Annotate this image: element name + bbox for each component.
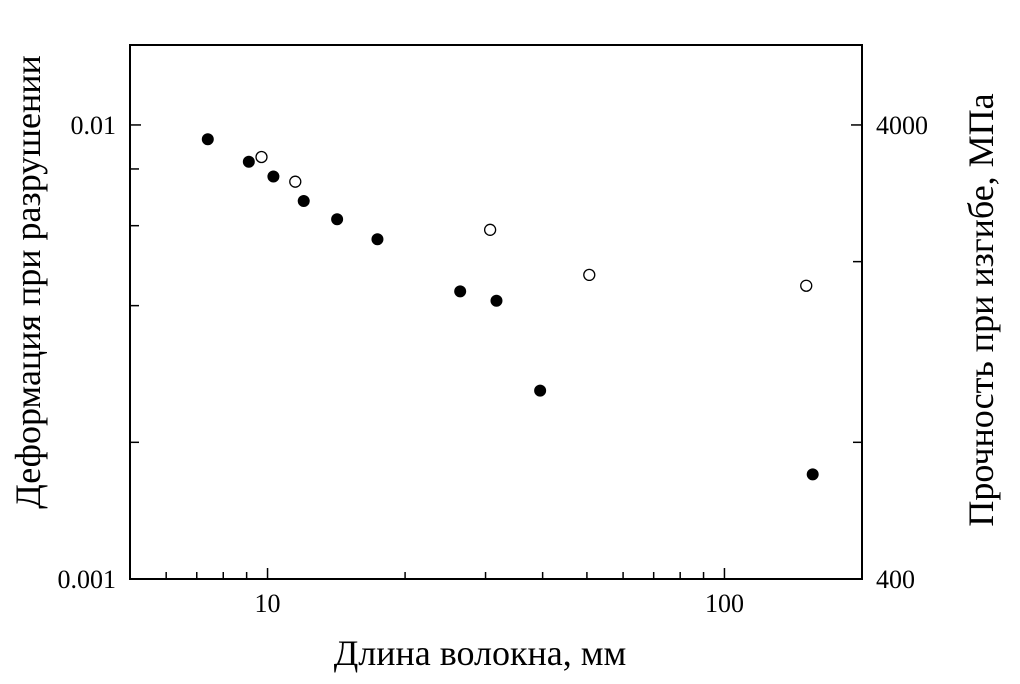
filled-data-point — [267, 170, 280, 183]
filled-data-point — [454, 285, 467, 298]
filled-data-point — [371, 233, 384, 246]
y-axis-left-title: Деформация при разрушении — [8, 55, 48, 509]
y-axis-right-title: Прочность при изгибе, МПа — [961, 93, 1001, 526]
x-tick-label: 100 — [705, 589, 744, 618]
y-right-tick-label: 4000 — [876, 111, 928, 140]
open-data-point — [255, 150, 268, 164]
y-right-tick-label: 400 — [876, 565, 915, 594]
filled-data-point — [201, 133, 214, 146]
open-data-point — [800, 279, 813, 292]
open-data-point — [483, 223, 497, 236]
x-tick-label: 10 — [255, 589, 281, 618]
filled-data-point — [534, 384, 547, 397]
filled-data-point — [806, 468, 819, 481]
axis-ticks — [129, 124, 863, 580]
filled-data-point — [297, 195, 310, 208]
open-data-point — [289, 175, 302, 188]
filled-data-point — [490, 294, 503, 307]
open-data-point — [583, 268, 596, 282]
y-left-tick-label: 0.001 — [58, 565, 117, 594]
data-points — [201, 133, 819, 481]
axis-tick-labels: 10 100 0.01 0.001 4000 400 — [58, 111, 929, 618]
x-axis-title: Длина волокна, мм — [334, 633, 627, 673]
filled-data-point — [242, 155, 255, 168]
plot-frame — [129, 44, 863, 580]
filled-data-point — [331, 213, 344, 226]
y-left-tick-label: 0.01 — [71, 111, 117, 140]
